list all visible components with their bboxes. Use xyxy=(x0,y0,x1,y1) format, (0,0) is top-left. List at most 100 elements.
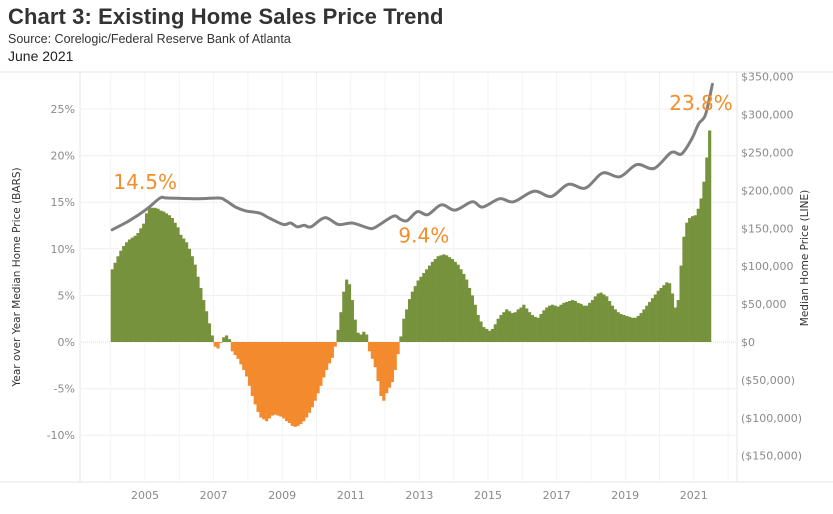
bar-positive xyxy=(613,309,617,342)
bar-positive xyxy=(490,328,495,342)
bar-positive xyxy=(522,304,526,342)
bar-positive xyxy=(473,304,477,342)
bar-positive xyxy=(588,302,592,342)
left-tick-label: -10% xyxy=(47,429,75,442)
right-tick-label: $0 xyxy=(741,336,755,349)
bar-positive xyxy=(573,300,577,342)
bar-negative xyxy=(290,342,294,426)
bar-positive xyxy=(150,207,154,342)
bar-negative xyxy=(239,342,243,365)
left-tick-label: 25% xyxy=(51,103,75,116)
bar-negative xyxy=(296,342,300,426)
right-tick-label: ($50,000) xyxy=(741,374,795,387)
bar-positive xyxy=(542,310,546,342)
bar-positive xyxy=(496,318,500,342)
bar-negative xyxy=(370,342,374,359)
bar-positive xyxy=(493,324,497,342)
bar-positive xyxy=(659,287,663,342)
bar-positive xyxy=(553,305,557,342)
bar-negative xyxy=(307,342,312,413)
bar-positive xyxy=(605,296,609,342)
bar-positive xyxy=(519,307,523,342)
bar-positive xyxy=(407,299,412,342)
bar-negative xyxy=(313,342,317,401)
bar-positive xyxy=(653,294,657,342)
bar-positive xyxy=(456,264,460,342)
bar-negative xyxy=(262,342,266,420)
bar-positive xyxy=(702,181,706,342)
chart-source: Source: Corelogic/Federal Reserve Bank o… xyxy=(8,32,291,46)
bar-positive xyxy=(465,279,469,342)
bar-positive xyxy=(565,301,569,342)
bar-negative xyxy=(382,342,386,401)
bar-positive xyxy=(610,305,615,342)
bar-negative xyxy=(247,342,252,386)
bar-positive xyxy=(508,311,512,342)
bar-positive xyxy=(147,207,152,342)
bar-positive xyxy=(608,300,612,342)
bar-negative xyxy=(259,342,263,418)
bar-negative xyxy=(319,342,323,386)
bar-positive xyxy=(116,256,120,342)
bar-negative xyxy=(310,342,314,408)
bar-positive xyxy=(179,234,183,342)
bar-positive xyxy=(119,250,123,342)
bar-negative xyxy=(282,342,286,419)
bar-positive xyxy=(190,256,194,342)
bar-negative xyxy=(230,342,234,352)
right-axis-title: Median Home Price (LINE) xyxy=(799,190,811,326)
bar-negative xyxy=(250,342,254,397)
bar-positive xyxy=(356,332,360,342)
bar-negative xyxy=(242,342,246,370)
bar-positive xyxy=(636,315,640,342)
x-tick-label: 2021 xyxy=(680,489,708,502)
right-tick-label: $300,000 xyxy=(741,109,794,122)
bar-positive xyxy=(656,290,660,342)
bar-positive xyxy=(670,293,675,342)
bar-positive xyxy=(579,303,583,342)
bar-positive xyxy=(705,157,709,342)
bar-negative xyxy=(385,342,389,394)
bar-positive xyxy=(459,269,463,342)
bar-positive xyxy=(559,304,563,342)
bar-positive xyxy=(199,287,203,342)
bar-positive xyxy=(410,291,414,342)
bar-positive xyxy=(425,269,429,342)
bar-positive xyxy=(533,316,537,342)
x-tick-label: 2017 xyxy=(543,489,571,502)
bar-positive xyxy=(488,330,492,342)
bar-positive xyxy=(690,216,695,342)
x-tick-label: 2011 xyxy=(337,489,365,502)
bar-positive xyxy=(679,265,683,342)
right-tick-label: $50,000 xyxy=(741,298,787,311)
bar-positive xyxy=(467,287,472,342)
bar-positive xyxy=(187,248,192,342)
bar-positive xyxy=(430,261,434,342)
right-tick-label: $200,000 xyxy=(741,184,794,197)
bar-negative xyxy=(302,342,306,422)
bar-positive xyxy=(207,323,212,342)
bar-positive xyxy=(625,315,629,342)
bar-positive xyxy=(165,213,169,342)
bar-negative xyxy=(285,342,289,422)
bar-negative xyxy=(236,342,240,359)
x-tick-label: 2013 xyxy=(405,489,433,502)
bar-positive xyxy=(548,305,552,342)
right-tick-label: $250,000 xyxy=(741,147,794,160)
bar-series xyxy=(110,130,712,427)
bar-positive xyxy=(185,242,189,342)
bar-positive xyxy=(462,273,466,342)
left-tick-label: 0% xyxy=(58,336,75,349)
bar-positive xyxy=(516,309,520,342)
left-tick-label: 20% xyxy=(51,150,75,163)
bar-negative xyxy=(245,342,249,377)
bar-negative xyxy=(216,342,220,349)
bar-positive xyxy=(342,291,346,342)
bar-positive xyxy=(124,242,129,342)
bar-positive xyxy=(353,319,357,342)
bar-positive xyxy=(570,300,575,342)
bar-negative xyxy=(267,342,272,419)
bar-negative xyxy=(322,342,326,378)
bar-positive xyxy=(399,336,403,342)
bar-positive xyxy=(416,280,420,342)
